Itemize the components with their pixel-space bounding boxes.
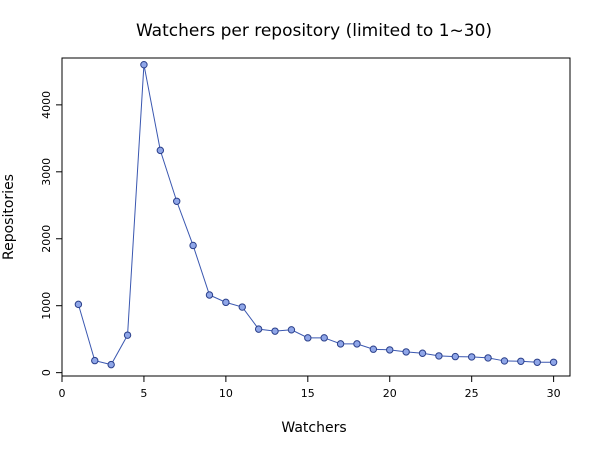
series-layer (74, 60, 558, 369)
data-point (254, 325, 263, 333)
x-tick-label: 15 (301, 387, 315, 400)
data-point (320, 334, 328, 342)
x-tick-label: 20 (383, 387, 397, 400)
chart-title: Watchers per repository (limited to 1~30… (136, 21, 492, 41)
data-point (156, 146, 165, 155)
data-point (353, 340, 361, 348)
x-axis-label: Watchers (281, 420, 346, 436)
x-tick-label: 25 (465, 387, 479, 400)
data-point (205, 291, 214, 299)
data-point (484, 354, 492, 362)
data-point (386, 346, 394, 354)
data-point (467, 353, 476, 361)
plot-area (61, 57, 571, 377)
x-tick-label: 0 (59, 387, 66, 400)
data-point (189, 241, 197, 250)
data-point (336, 340, 345, 348)
data-point (287, 326, 296, 334)
data-point (271, 327, 279, 335)
data-point (304, 334, 312, 342)
y-axis-label: Repositories (1, 174, 17, 260)
data-point (549, 358, 558, 366)
data-point (222, 298, 230, 307)
series-line (77, 64, 554, 366)
data-point (238, 303, 246, 311)
y-tick-label: 1000 (40, 292, 53, 320)
y-tick-label: 0 (40, 369, 53, 376)
data-point (74, 300, 83, 309)
x-axis: 0 5 10 15 20 25 30 (59, 376, 561, 400)
data-point (533, 358, 541, 366)
data-point (91, 356, 99, 365)
data-point (517, 357, 525, 365)
y-tick-label: 2000 (40, 225, 53, 253)
data-point (451, 352, 459, 361)
data-point (123, 331, 132, 339)
x-tick-label: 30 (547, 387, 561, 400)
y-tick-label: 4000 (40, 91, 53, 119)
data-point (140, 60, 148, 69)
y-tick-label: 3000 (40, 158, 53, 186)
data-point (402, 348, 410, 356)
data-point (107, 360, 115, 369)
data-point (369, 345, 378, 353)
data-point (173, 197, 181, 205)
x-tick-label: 10 (219, 387, 233, 400)
x-tick-label: 5 (140, 387, 147, 400)
data-point (500, 357, 509, 365)
data-point (418, 349, 427, 357)
y-axis: 0 1000 2000 3000 4000 (40, 91, 62, 376)
data-point (435, 352, 443, 360)
